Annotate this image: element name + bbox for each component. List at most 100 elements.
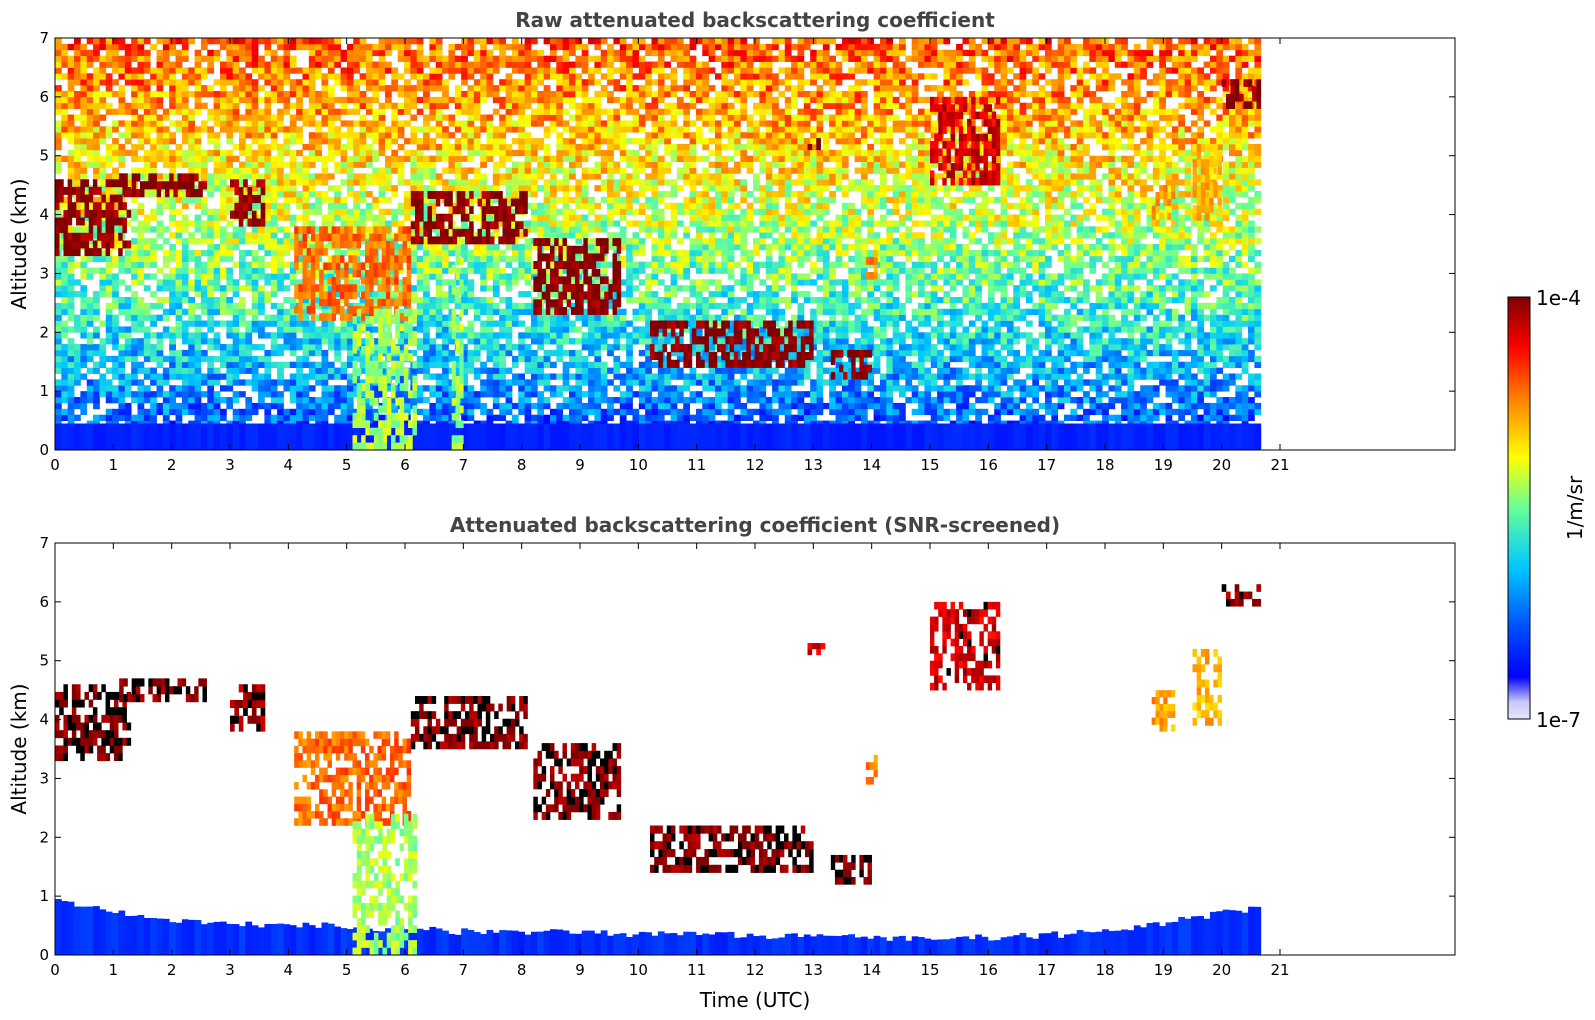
heatmap-cell (105, 102, 113, 110)
heatmap-cell (448, 179, 456, 186)
heatmap-cell (188, 361, 196, 368)
heatmap-cell (594, 61, 602, 68)
heatmap-cell (594, 408, 602, 416)
heatmap-cell (492, 255, 500, 263)
heatmap-cell (258, 120, 265, 127)
heatmap-cell (302, 173, 310, 180)
heatmap-cell (308, 191, 316, 198)
heatmap-cell (239, 391, 246, 398)
heatmap-cell (131, 149, 138, 157)
heatmap-cell (302, 185, 310, 192)
heatmap-cell (391, 85, 399, 92)
heatmap-cell (270, 143, 278, 151)
heatmap-cell (524, 249, 532, 257)
heatmap-cell (340, 161, 348, 168)
heatmap-cell (410, 326, 418, 333)
heatmap-cell (607, 232, 614, 239)
heatmap-cell (245, 126, 253, 133)
heatmap-cell (80, 261, 88, 268)
heatmap-cell (270, 397, 278, 404)
heatmap-cell (613, 338, 621, 345)
heatmap-cell (99, 267, 107, 274)
heatmap-cell (258, 285, 265, 292)
heatmap-cell (346, 179, 354, 186)
heatmap-cell (264, 49, 272, 57)
heatmap-cell (105, 149, 113, 157)
heatmap-cell (613, 143, 621, 151)
heatmap-cell (226, 55, 234, 62)
heatmap-cell (594, 102, 602, 110)
heatmap-cell (264, 279, 272, 286)
heatmap-cell (74, 38, 81, 45)
heatmap-cell (626, 408, 633, 416)
heatmap-cell (239, 79, 246, 86)
heatmap-cell (556, 61, 564, 68)
heatmap-cell (353, 38, 361, 45)
heatmap-cell (346, 326, 354, 333)
heatmap-cell (353, 179, 361, 186)
heatmap-cell (499, 391, 506, 398)
heatmap-cell (131, 296, 138, 304)
heatmap-cell (486, 267, 494, 274)
heatmap-cell (467, 196, 475, 204)
heatmap-cell (239, 114, 246, 121)
heatmap-cell (410, 67, 418, 74)
heatmap-cell (556, 391, 564, 398)
heatmap-cell (480, 261, 487, 268)
heatmap-cell (461, 96, 468, 104)
heatmap-cell (537, 202, 545, 210)
heatmap-cell (270, 349, 278, 357)
heatmap-cell (239, 85, 246, 92)
heatmap-cell (435, 408, 443, 416)
heatmap-cell (283, 90, 291, 98)
heatmap-cell (150, 332, 157, 339)
heatmap-cell (391, 161, 399, 168)
heatmap-cell (270, 126, 278, 133)
heatmap-cell (232, 261, 240, 268)
heatmap-cell (239, 349, 246, 357)
heatmap-cell (150, 90, 157, 98)
heatmap-cell (442, 61, 449, 68)
heatmap-cell (181, 355, 189, 363)
heatmap-cell (575, 373, 583, 380)
heatmap-cell (264, 320, 272, 327)
heatmap-cell (175, 232, 183, 239)
heatmap-cell (99, 279, 107, 286)
heatmap-cell (600, 73, 608, 80)
heatmap-cell (626, 244, 633, 251)
heatmap-cell (562, 185, 570, 192)
heatmap-cell (492, 267, 500, 274)
heatmap-cell (55, 391, 62, 398)
heatmap-cell (213, 185, 221, 192)
heatmap-cell (594, 108, 602, 115)
heatmap-cell (194, 349, 202, 357)
heatmap-cell (251, 49, 259, 57)
heatmap-cell (372, 138, 380, 145)
heatmap-cell (105, 273, 113, 280)
heatmap-cell (137, 167, 145, 174)
heatmap-cell (334, 61, 341, 68)
heatmap-cell (112, 138, 119, 145)
heatmap-cell (492, 61, 500, 68)
heatmap-cell (156, 196, 164, 204)
heatmap-cell (137, 320, 145, 327)
heatmap-cell (67, 114, 75, 121)
heatmap-cell (365, 73, 373, 80)
heatmap-cell (277, 249, 284, 257)
heatmap-cell (213, 355, 221, 363)
heatmap-cell (619, 61, 627, 68)
heatmap-cell (55, 38, 62, 45)
heatmap-cell (162, 367, 170, 374)
heatmap-cell (626, 238, 633, 245)
heatmap-cell (435, 344, 443, 351)
heatmap-cell (80, 120, 88, 127)
heatmap-cell (467, 102, 475, 110)
heatmap-cell (365, 326, 373, 333)
heatmap-cell (581, 332, 589, 339)
heatmap-cell (188, 138, 196, 145)
heatmap-cell (124, 220, 132, 227)
heatmap-cell (365, 414, 373, 421)
heatmap-cell (226, 79, 234, 86)
heatmap-cell (296, 85, 303, 92)
heatmap-cell (562, 191, 570, 198)
